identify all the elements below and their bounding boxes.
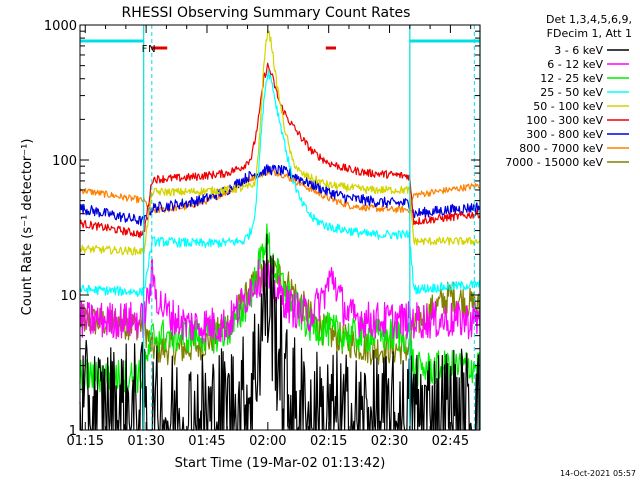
series-line-5	[79, 30, 481, 256]
legend-header-line-2: FDecim 1, Att 1	[547, 27, 632, 40]
series-line-4	[79, 69, 481, 297]
x-tick-label: 01:15	[67, 434, 104, 449]
footer-timestamp: 14-Oct-2021 05:57	[560, 469, 636, 478]
y-tick-label: 1000	[44, 19, 77, 34]
series-line-2	[79, 258, 481, 344]
chart-title: RHESSI Observing Summary Count Rates	[122, 5, 411, 21]
series-line-1	[79, 233, 480, 431]
x-axis-label: Start Time (19-Mar-02 01:13:42)	[175, 456, 386, 471]
flag-label-N: N	[148, 44, 155, 55]
legend-label-2: 6 - 12 keV	[547, 58, 603, 71]
legend-label-4: 25 - 50 keV	[540, 86, 603, 99]
x-tick-label: 02:15	[310, 434, 347, 449]
legend-label-1: 3 - 6 keV	[554, 44, 603, 57]
axes: 01:15 01:30 01:45 02:00 02:15 02:30 02:45 1 10 10…	[44, 19, 480, 449]
flag-label-F: F	[142, 44, 148, 55]
y-tick-label: 10	[60, 289, 77, 304]
legend-label-3: 12 - 25 keV	[540, 72, 603, 85]
legend-label-7: 300 - 800 keV	[526, 128, 603, 141]
x-tick-label: 01:45	[188, 434, 225, 449]
legend-label-6: 100 - 300 keV	[526, 114, 603, 127]
series-line-3	[79, 223, 481, 395]
series-line-8	[79, 168, 480, 214]
legend-header-line-1: Det 1,3,4,5,6,9,	[546, 13, 632, 26]
x-tick-label: 01:30	[127, 434, 164, 449]
y-axis-label: Count Rate (s⁻¹ detector⁻¹)	[20, 139, 35, 316]
plot-frame	[79, 24, 481, 431]
y-tick-label: 1	[69, 424, 77, 439]
legend-label-8: 800 - 7000 keV	[519, 142, 603, 155]
legend-label-9: 7000 - 15000 keV	[505, 156, 603, 169]
x-tick-label: 02:45	[432, 434, 469, 449]
y-tick-label: 100	[52, 154, 77, 169]
x-tick-label: 02:30	[371, 434, 408, 449]
legend-label-5: 50 - 100 keV	[533, 100, 603, 113]
x-tick-label: 02:00	[249, 434, 286, 449]
